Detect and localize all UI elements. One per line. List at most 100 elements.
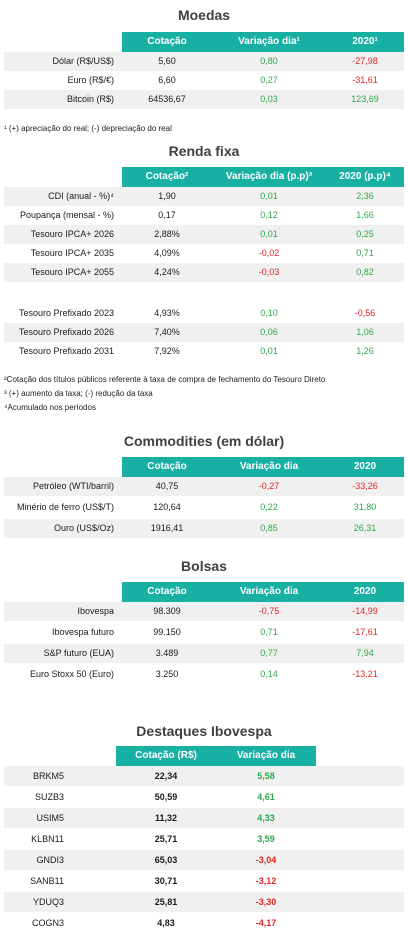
bolsas-row-cotacao: 3.489	[155, 648, 179, 658]
commodities-row: Minério de ferro (US$/T) 120,64 0,22 31,80	[4, 498, 404, 517]
renda-fixa-title: Renda fixa	[168, 143, 240, 159]
renda_fixa-row-ytd: 1,66	[356, 210, 374, 220]
bolsas-row-cotacao: 3.250	[155, 669, 179, 679]
moedas-col-ytd: 2020¹	[352, 36, 378, 47]
renda_fixa-row-label: CDI (anual - %)⁴	[48, 191, 114, 201]
commodities-header: Cotação Variação dia 2020	[122, 457, 404, 477]
destaques-row-cotacao: 22,34	[154, 771, 178, 781]
bolsas-row-variacao: 0,77	[260, 648, 278, 658]
renda_fixa-row: Tesouro IPCA+ 2035 4,09% -0,02 0,71	[4, 244, 404, 263]
destaques-row-cotacao: 65,03	[154, 855, 178, 865]
bolsas-row-label: Euro Stoxx 50 (Euro)	[29, 669, 114, 679]
destaques-row-cotacao: 50,59	[154, 792, 178, 802]
renda_fixa-row-cotacao: 4,24%	[154, 267, 180, 277]
moedas-row: Euro (R$/€) 6,60 0,27 -31,61	[4, 71, 404, 90]
bolsas-row-label: Ibovespa	[77, 606, 114, 616]
bolsas-row-variacao: 0,71	[260, 627, 278, 637]
commodities-row-ytd: 31,80	[353, 502, 377, 512]
destaques-row: USIM5 11,32 4,33	[4, 808, 404, 828]
destaques-row-ticker: SANB11	[30, 876, 64, 886]
renda_fixa-row-ytd: 0,82	[356, 267, 374, 277]
moedas-row-ytd: 123,69	[351, 94, 379, 104]
renda_fixa-row-variacao: 0,01	[260, 229, 278, 239]
destaques-row-variacao: 4,33	[257, 813, 275, 823]
bolsas-row-label: S&P futuro (EUA)	[43, 648, 114, 658]
moedas-row-label: Dólar (R$/US$)	[52, 56, 114, 66]
renda_fixa-row-variacao: -0,02	[258, 248, 280, 258]
commodities-row-ytd: -33,26	[352, 481, 378, 491]
renda-fixa-header: Cotação² Variação dia (p.p)³ 2020 (p.p)⁴	[122, 167, 404, 187]
moedas-header: Cotação Variação dia¹ 2020¹	[122, 32, 404, 52]
destaques-table: Cotação (R$) Variação dia BRKM5 22,34 5,58…	[4, 746, 404, 934]
renda-fixa-col-cotacao: Cotação²	[145, 171, 189, 182]
moedas-col-cotacao: Cotação	[147, 36, 187, 47]
bolsas-row-ytd: 7,94	[356, 648, 374, 658]
destaques-row-variacao: -3,04	[255, 855, 277, 865]
destaques-row-variacao: -3,12	[255, 876, 277, 886]
moedas-row-cotacao: 5,60	[158, 56, 176, 66]
bolsas-row-cotacao: 99.150	[153, 627, 181, 637]
renda_fixa-row-variacao: -0,03	[258, 267, 280, 277]
renda_fixa-row: Tesouro Prefixado 2023 4,93% 0,10 -0,56	[4, 304, 404, 323]
commodities-row: Ouro (US$/Oz) 1916,41 0,85 26,31	[4, 519, 404, 538]
bolsas-row-ytd: -17,61	[352, 627, 378, 637]
moedas-row-variacao: 0,27	[260, 75, 278, 85]
commodities-table: Cotação Variação dia 2020 Petróleo (WTI/…	[4, 457, 404, 541]
destaques-row-variacao: 4,61	[257, 792, 275, 802]
bolsas-header: Cotação Variação dia 2020	[122, 582, 404, 602]
bolsas-row: Euro Stoxx 50 (Euro) 3.250 0,14 -13,21	[4, 665, 404, 684]
destaques-row: SANB11 30,71 -3,12	[4, 871, 404, 891]
renda_fixa-row: Tesouro IPCA+ 2055 4,24% -0,03 0,82	[4, 263, 404, 282]
destaques-row-ticker: BRKM5	[32, 771, 64, 781]
commodities-row-label: Petróleo (WTI/barril)	[32, 481, 114, 491]
commodities-row: Petróleo (WTI/barril) 40,75 -0,27 -33,26	[4, 477, 404, 496]
destaques-col-variacao: Variação dia	[236, 750, 296, 761]
destaques-row-ticker: KLBN11	[31, 834, 64, 844]
destaques-row-cotacao: 25,71	[154, 834, 178, 844]
renda_fixa-row-label: Tesouro IPCA+ 2055	[30, 267, 114, 277]
destaques-row: KLBN11 25,71 3,59	[4, 829, 404, 849]
renda_fixa-row: CDI (anual - %)⁴ 1,90 0,01 2,36	[4, 187, 404, 206]
renda_fixa-row: Tesouro IPCA+ 2026 2,88% 0,01 0,25	[4, 225, 404, 244]
destaques-row-variacao: -4,17	[255, 918, 277, 928]
destaques-row: BRKM5 22,34 5,58	[4, 766, 404, 786]
destaques-header: Cotação (R$) Variação dia	[116, 746, 316, 766]
renda_fixa-row: Poupança (mensal - %) 0,17 0,12 1,66	[4, 206, 404, 225]
moedas-row-variacao: 0,03	[260, 94, 278, 104]
renda_fixa-row-cotacao: 7,92%	[154, 346, 180, 356]
commodities-row-variacao: 0,85	[260, 523, 278, 533]
renda_fixa-row-cotacao: 4,09%	[154, 248, 180, 258]
moedas-row: Dólar (R$/US$) 5,60 0,80 -27,98	[4, 52, 404, 71]
renda_fixa-row-label: Poupança (mensal - %)	[19, 210, 114, 220]
destaques-row-cotacao: 25,81	[154, 897, 178, 907]
commodities-row-cotacao: 40,75	[155, 481, 179, 491]
moedas-row-ytd: -27,98	[352, 56, 378, 66]
destaques-row-ticker: USIM5	[36, 813, 64, 823]
renda-fixa-col-ytd: 2020 (p.p)⁴	[339, 171, 391, 182]
bolsas-table: Cotação Variação dia 2020 Ibovespa 98.309…	[4, 582, 404, 687]
renda_fixa-row-cotacao: 7,40%	[154, 327, 180, 337]
commodities-row-ytd: 26,31	[353, 523, 377, 533]
renda_fixa-row-cotacao: 2,88%	[154, 229, 180, 239]
bolsas-col-cotacao: Cotação	[147, 586, 187, 597]
moedas-row-variacao: 0,80	[260, 56, 278, 66]
bolsas-row-variacao: 0,14	[260, 669, 278, 679]
destaques-row: YDUQ3 25,81 -3,30	[4, 892, 404, 912]
renda_fixa-row: Tesouro Prefixado 2026 7,40% 0,06 1,06	[4, 323, 404, 342]
destaques-row-cotacao: 30,71	[154, 876, 178, 886]
moedas-row-label: Euro (R$/€)	[67, 75, 114, 85]
renda_fixa-row-variacao: 0,01	[260, 191, 278, 201]
bolsas-row-label: Ibovespa futuro	[51, 627, 114, 637]
bolsas-col-ytd: 2020	[353, 586, 377, 597]
destaques-row-ticker: YDUQ3	[32, 897, 64, 907]
renda_fixa-row-cotacao: 0,17	[158, 210, 176, 220]
bolsas-row: S&P futuro (EUA) 3.489 0,77 7,94	[4, 644, 404, 663]
renda-fixa-footnote-1: ²Cotação dos títulos públicos referente …	[4, 375, 326, 384]
commodities-row-label: Ouro (US$/Oz)	[53, 523, 114, 533]
destaques-title: Destaques Ibovespa	[136, 723, 272, 739]
destaques-row: SUZB3 50,59 4,61	[4, 787, 404, 807]
destaques-col-cotacao: Cotação (R$)	[135, 750, 197, 761]
destaques-row-ticker: SUZB3	[34, 792, 64, 802]
destaques-row-ticker: GNDI3	[36, 855, 64, 865]
